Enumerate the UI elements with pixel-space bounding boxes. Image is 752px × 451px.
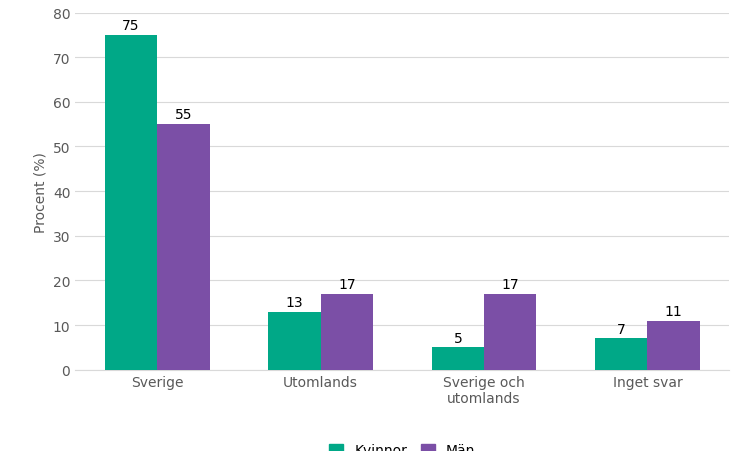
Bar	[105, 36, 157, 370]
Legend: Kvinnor, Män: Kvinnor, Män	[323, 437, 481, 451]
Bar	[320, 294, 373, 370]
Text: 5: 5	[453, 331, 462, 345]
Text: 11: 11	[665, 304, 682, 318]
Text: 55: 55	[174, 108, 192, 122]
Text: 13: 13	[286, 295, 303, 309]
Bar	[484, 294, 536, 370]
Text: 7: 7	[617, 322, 626, 336]
Bar	[268, 312, 320, 370]
Text: 75: 75	[123, 19, 140, 33]
Text: 17: 17	[502, 277, 519, 291]
Y-axis label: Procent (%): Procent (%)	[33, 152, 47, 232]
Bar	[595, 339, 647, 370]
Text: 17: 17	[338, 277, 356, 291]
Bar	[432, 348, 484, 370]
Bar	[157, 125, 210, 370]
Bar	[647, 321, 699, 370]
